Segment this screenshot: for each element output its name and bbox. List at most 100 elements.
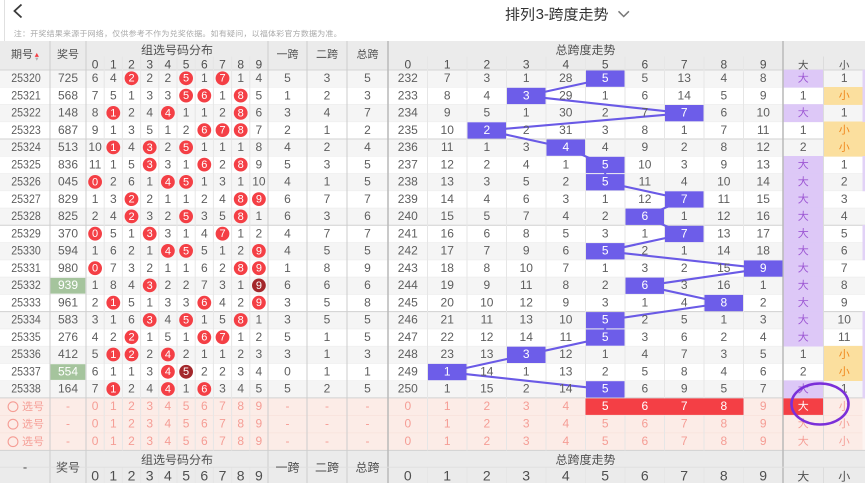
svg-text:9: 9 [760,399,767,413]
svg-text:2: 2 [146,71,153,85]
svg-text:-: - [286,417,290,431]
svg-text:4: 4 [284,226,291,240]
svg-text:1: 1 [523,364,530,378]
svg-text:1: 1 [681,244,688,258]
svg-text:2: 2 [800,364,807,378]
svg-text:2: 2 [165,71,172,85]
svg-text:7: 7 [92,88,99,102]
svg-text:3: 3 [562,192,569,206]
svg-text:-: - [66,417,70,431]
svg-text:2: 2 [146,261,153,275]
svg-text:2: 2 [237,244,244,258]
svg-text:2: 2 [483,123,490,137]
svg-text:4: 4 [562,140,569,154]
svg-text:4: 4 [110,71,117,85]
svg-text:9: 9 [562,295,569,309]
svg-text:8: 8 [523,226,530,240]
svg-text:583: 583 [58,313,78,327]
svg-text:3: 3 [841,192,848,206]
svg-text:4: 4 [720,364,727,378]
svg-text:3: 3 [147,142,153,154]
svg-text:9: 9 [483,278,490,292]
svg-text:568: 568 [58,88,78,102]
svg-text:0: 0 [92,417,99,431]
svg-text:8: 8 [483,261,490,275]
svg-text:9: 9 [256,434,263,448]
svg-text:8: 8 [237,467,245,483]
svg-text:2: 2 [128,211,134,223]
svg-text:7: 7 [681,192,688,206]
svg-text:3: 3 [237,364,244,378]
svg-text:1: 1 [443,467,451,483]
svg-text:3: 3 [201,209,208,223]
svg-text:8: 8 [364,295,371,309]
svg-text:3: 3 [146,364,153,378]
svg-text:25334: 25334 [11,313,41,327]
svg-text:25331: 25331 [11,261,41,275]
svg-text:1: 1 [237,278,244,292]
svg-text:9: 9 [92,123,99,137]
svg-text:5: 5 [183,211,189,223]
svg-text:2: 2 [523,382,530,396]
svg-text:3: 3 [183,295,190,309]
svg-text:3: 3 [146,209,153,223]
svg-text:12: 12 [638,192,652,206]
svg-text:3: 3 [720,347,727,361]
svg-text:6: 6 [284,192,291,206]
svg-text:18: 18 [441,261,455,275]
svg-text:9: 9 [760,417,767,431]
svg-text:2: 2 [128,332,134,344]
svg-text:2: 2 [128,58,135,72]
svg-text:7: 7 [92,382,99,396]
svg-text:7: 7 [219,332,225,344]
svg-text:3: 3 [324,209,331,223]
svg-text:5: 5 [201,244,208,258]
svg-text:7: 7 [219,417,226,431]
svg-text:1: 1 [284,261,291,275]
svg-text:25321: 25321 [11,88,41,102]
svg-text:4: 4 [681,175,688,189]
svg-text:1: 1 [183,106,190,120]
svg-text:4: 4 [164,467,172,483]
svg-text:1: 1 [183,330,190,344]
svg-text:6: 6 [128,313,135,327]
svg-text:3: 3 [324,71,331,85]
svg-text:28: 28 [559,71,573,85]
svg-text:0: 0 [404,417,411,431]
svg-text:14: 14 [520,330,534,344]
svg-text:2: 2 [602,209,609,223]
svg-text:5: 5 [183,314,189,326]
svg-text:1: 1 [681,123,688,137]
svg-text:237: 237 [398,157,418,171]
svg-text:30: 30 [559,106,573,120]
svg-text:1: 1 [110,417,117,431]
svg-text:1: 1 [183,157,190,171]
svg-text:8: 8 [720,295,727,309]
svg-text:1: 1 [146,244,153,258]
svg-text:4: 4 [256,71,263,85]
svg-text:1: 1 [681,209,688,223]
svg-text:5: 5 [219,313,226,327]
svg-text:9: 9 [681,382,688,396]
svg-text:0: 0 [92,434,99,448]
svg-text:1: 1 [444,382,451,396]
svg-text:5: 5 [760,347,767,361]
svg-text:9: 9 [760,434,767,448]
svg-text:3: 3 [284,347,291,361]
svg-text:370: 370 [58,226,78,240]
svg-text:6: 6 [201,399,208,413]
svg-text:-: - [325,434,329,448]
svg-text:4: 4 [219,295,226,309]
svg-text:1: 1 [256,313,263,327]
svg-text:-: - [366,399,370,413]
svg-text:3: 3 [681,278,688,292]
svg-text:5: 5 [602,157,609,171]
svg-text:5: 5 [602,417,609,431]
svg-text:1: 1 [841,71,848,85]
svg-text:3: 3 [147,280,153,292]
svg-text:-: - [23,460,27,475]
svg-text:6: 6 [641,278,648,292]
svg-text:9: 9 [364,261,371,275]
svg-text:12: 12 [717,209,731,223]
svg-text:25322: 25322 [11,106,41,120]
